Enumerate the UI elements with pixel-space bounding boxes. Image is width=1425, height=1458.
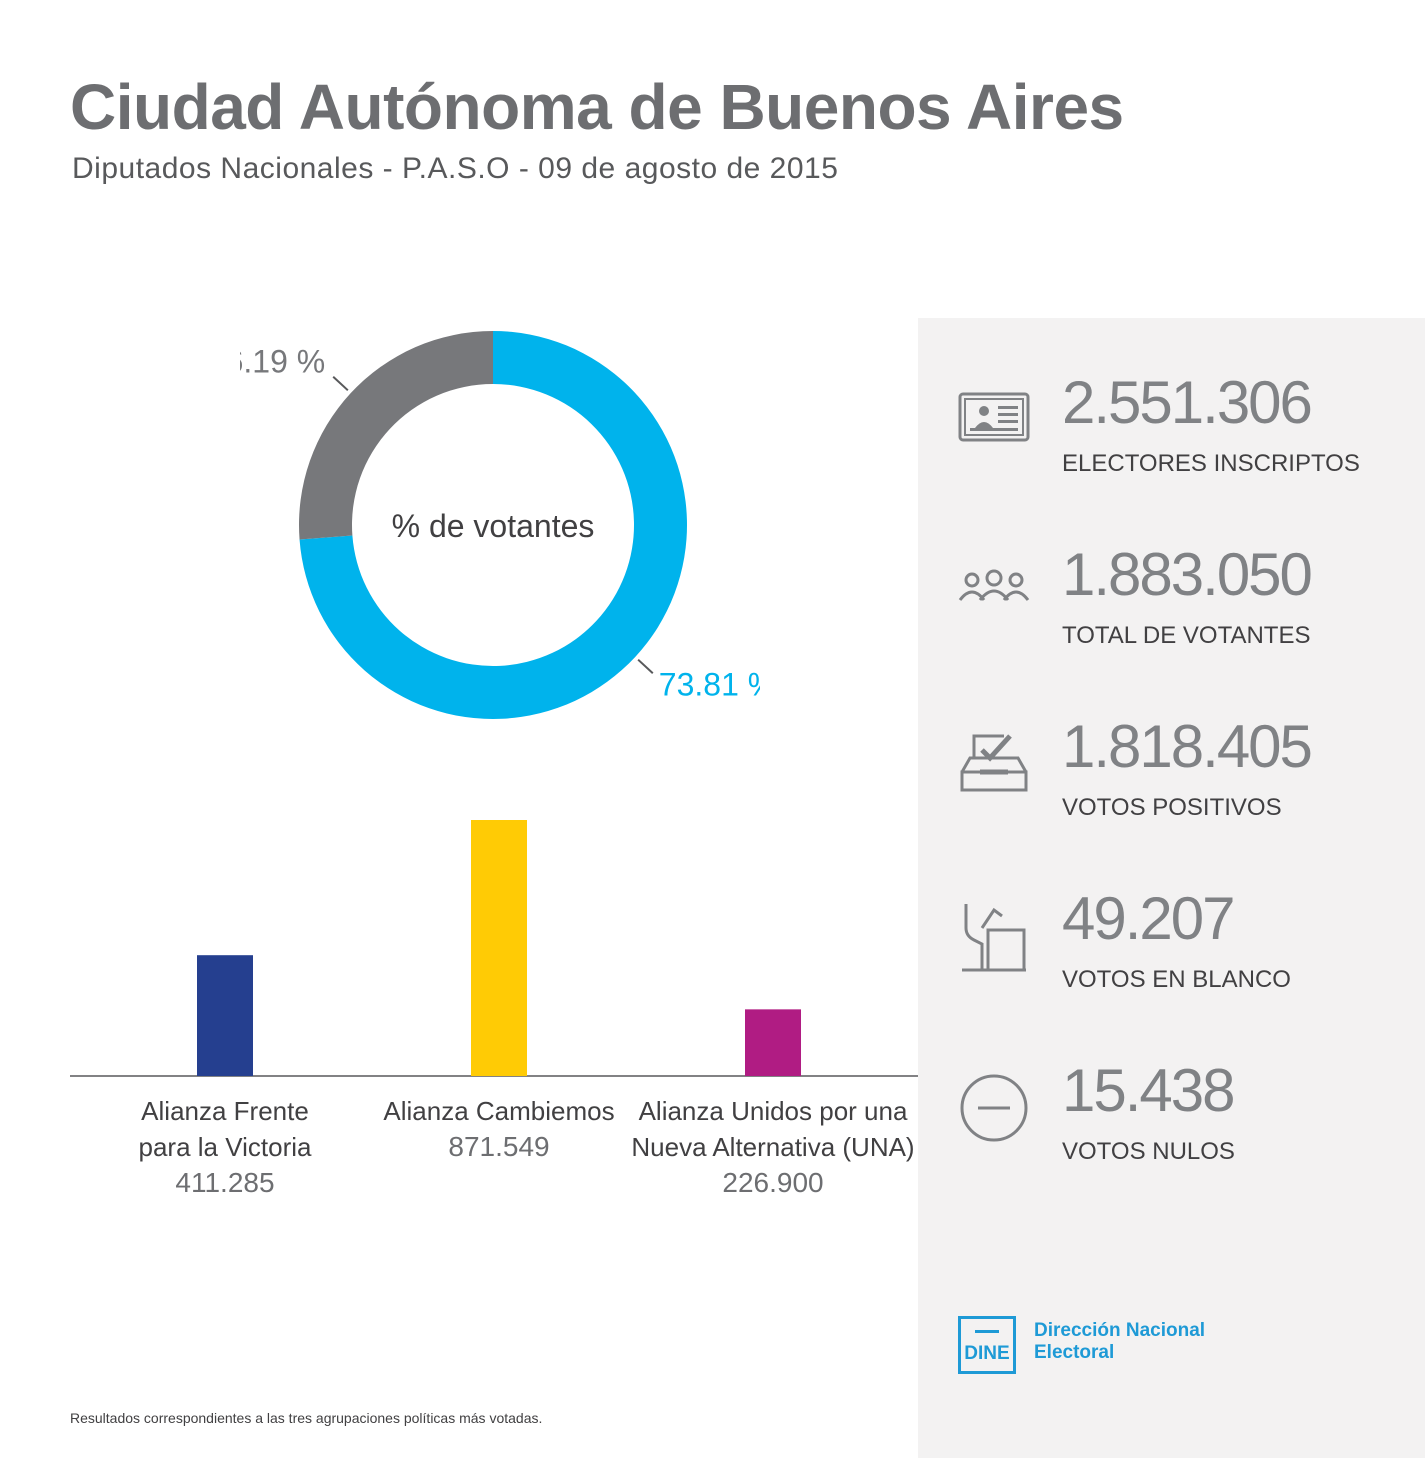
dine-logo-abbr: DINE [964,1343,1010,1364]
people-icon [958,569,1030,601]
donut-leader-line-1 [332,375,349,392]
page-subtitle: Diputados Nacionales - P.A.S.O - 09 de a… [72,152,839,185]
stat-blanco: 49.207 VOTOS EN BLANCO [958,885,1418,1016]
stat-votantes: 1.883.050 TOTAL DE VOTANTES [958,541,1418,672]
stat-value: 49.207 [1062,885,1236,952]
null-vote-icon [960,1074,1028,1142]
stat-label: VOTOS EN BLANCO [1062,966,1291,993]
bar-1 [471,820,527,1076]
stat-positivos: 1.818.405 VOTOS POSITIVOS [958,713,1418,844]
stat-label: VOTOS POSITIVOS [1062,794,1282,821]
stat-electores: 2.551.306 ELECTORES INSCRIPTOS [958,369,1418,500]
donut-chart: 73.81 % 26.19 % % de votantes [240,331,760,719]
bar-category-line: Alianza Unidos por una [638,1096,908,1126]
bar-chart [70,820,918,1077]
stats-panel: 2.551.306 ELECTORES INSCRIPTOS 1.883.050… [918,318,1425,1458]
bar-label-2: Alianza Unidos por una Nueva Alternativa … [623,1093,923,1201]
dine-logo-name: Dirección Nacional Electoral [1034,1320,1274,1364]
footnote: Resultados correspondientes a las tres a… [70,1410,543,1426]
stat-value: 15.438 [1062,1057,1236,1124]
dine-logo-name-line1: Dirección Nacional [1034,1320,1206,1341]
bar-label-1: Alianza Cambiemos 871.549 [349,1093,649,1165]
donut-center-label: % de votantes [392,508,595,544]
bar-value-label: 411.285 [175,1167,275,1198]
donut-leader-line-0 [637,658,654,675]
stat-value: 1.883.050 [1062,541,1313,608]
bar-category-line: Alianza Cambiemos [383,1096,615,1126]
bar-label-0: Alianza Frente para la Victoria 411.285 [75,1093,375,1201]
donut-slice-label-1: 26.19 % [240,344,325,380]
stat-label: ELECTORES INSCRIPTOS [1062,450,1360,477]
stat-value: 1.818.405 [1062,713,1313,780]
bar-value-label: 871.549 [448,1131,550,1162]
ballot-box-icon [960,734,1028,792]
bar-2 [745,1009,801,1076]
bar-category-line: Nueva Alternativa (UNA) [631,1132,915,1162]
dine-logo-name-line2: Electoral [1034,1342,1115,1363]
stat-label: TOTAL DE VOTANTES [1062,622,1311,649]
stat-value: 2.551.306 [1062,369,1313,436]
donut-slice-1 [299,331,493,540]
blank-vote-icon [962,904,1026,972]
bar-category-line: para la Victoria [138,1132,312,1162]
donut-slice-label-0: 73.81 % [659,666,760,702]
bar-value-label: 226.900 [722,1167,824,1198]
stat-label: VOTOS NULOS [1062,1138,1235,1165]
page-title: Ciudad Autónoma de Buenos Aires [70,71,1124,143]
dine-logo: DINE Dirección Nacional Electoral [958,1316,1278,1386]
bar-category-line: Alianza Frente [141,1096,309,1126]
dine-logo-mark: DINE [958,1316,1016,1374]
bar-0 [197,955,253,1076]
id-card-icon [958,392,1030,442]
stat-nulos: 15.438 VOTOS NULOS [958,1057,1418,1188]
